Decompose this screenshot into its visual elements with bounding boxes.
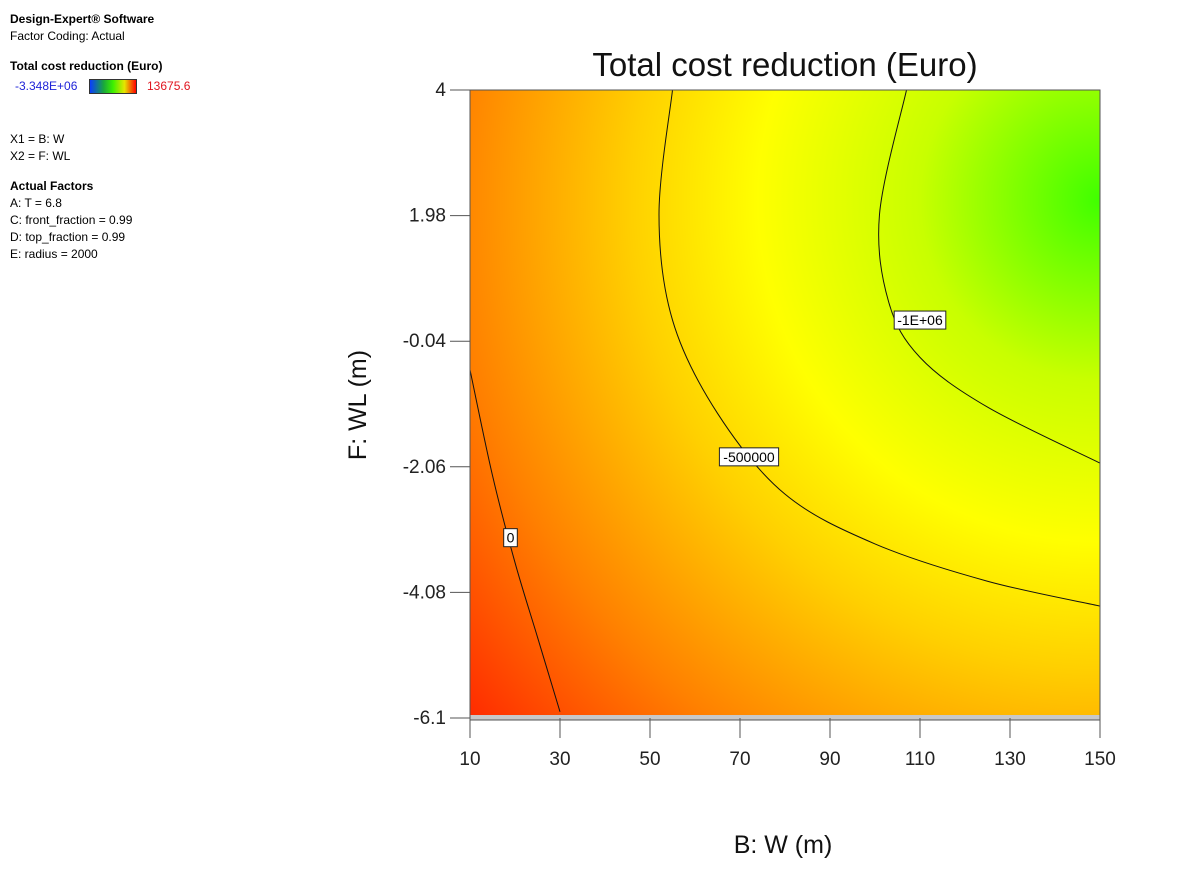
x-tick-label: 10 <box>459 749 480 770</box>
x-tick-label: 110 <box>905 749 935 770</box>
plot-area <box>470 90 1100 715</box>
contour-line <box>470 369 561 712</box>
x-tick-label: 90 <box>819 749 840 770</box>
x-tick-label: 30 <box>549 749 570 770</box>
y-tick-label: 1.98 <box>409 206 446 227</box>
contour-label: 0 <box>507 530 515 546</box>
contour-labels: 0 -500000 -1E+06 <box>503 310 947 548</box>
factor-coding: Factor Coding: Actual <box>10 29 125 43</box>
x-tick-label: 70 <box>729 749 750 770</box>
y-axis: 4 1.98 -0.04 -2.06 -4.08 -6.1 <box>403 80 470 729</box>
legend-max-value: 13675.6 <box>147 78 191 93</box>
x-tick-label: 150 <box>1084 749 1116 770</box>
x2-assignment: X2 = F: WL <box>10 149 71 163</box>
software-name: Design-Expert® Software <box>10 12 155 26</box>
y-axis-title: F: WL (m) <box>344 350 372 460</box>
actual-factor-c: C: front_fraction = 0.99 <box>10 213 133 227</box>
contour-label-box <box>718 447 780 467</box>
actual-factor-e: E: radius = 2000 <box>10 247 98 261</box>
y-tick-label: -0.04 <box>403 331 447 352</box>
y-tick-label: 4 <box>435 80 446 101</box>
x1-assignment: X1 = B: W <box>10 132 65 146</box>
legend-color-bar <box>89 78 137 94</box>
actual-factor-d: D: top_fraction = 0.99 <box>10 230 126 244</box>
y-tick-label: -4.08 <box>403 582 446 603</box>
contour-label: -500000 <box>723 449 775 465</box>
actual-factor-a: A: T = 6.8 <box>10 196 62 210</box>
legend-min-value: -3.348E+06 <box>15 78 78 93</box>
contour-label-box <box>503 528 518 548</box>
info-panel: Design-Expert® Software Factor Coding: A… <box>10 11 190 263</box>
x-tick-label: 130 <box>994 749 1026 770</box>
color-legend: -3.348E+06 13675.6 <box>10 77 190 95</box>
plot-frame <box>469 89 1101 721</box>
chart-title: Total cost reduction (Euro) <box>592 46 977 83</box>
y-tick-label: -6.1 <box>413 708 446 729</box>
x-axis: 10 30 50 70 90 110 130 150 <box>459 718 1116 770</box>
y-tick-label: -2.06 <box>403 457 446 478</box>
actual-factors-heading: Actual Factors <box>10 179 94 193</box>
contour-line <box>878 90 1100 464</box>
contour-label: -1E+06 <box>897 312 943 328</box>
x-axis-title: B: W (m) <box>734 831 833 859</box>
response-name: Total cost reduction (Euro) <box>10 59 163 73</box>
plot-bottom-band <box>470 715 1100 720</box>
x-tick-label: 50 <box>639 749 660 770</box>
contour-label-box <box>893 310 947 330</box>
